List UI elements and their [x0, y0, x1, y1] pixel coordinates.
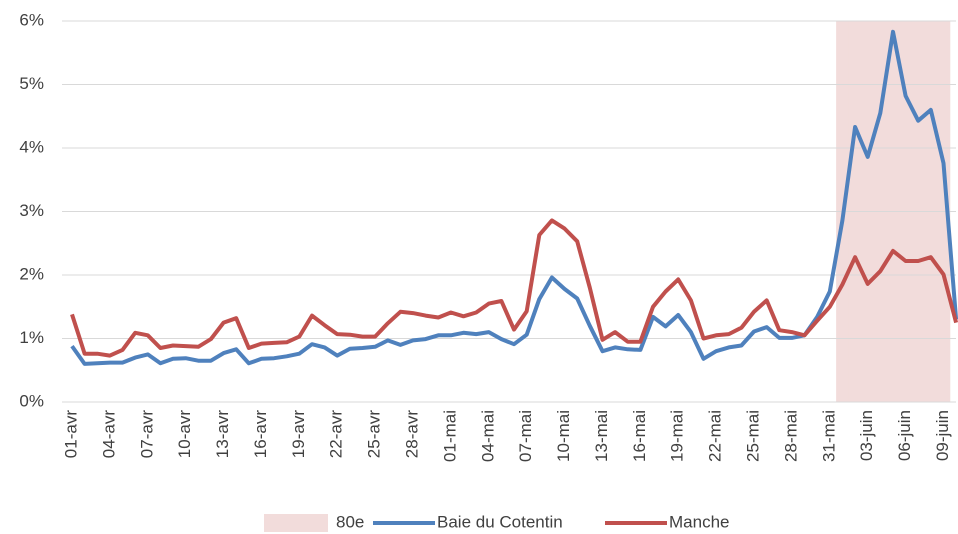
x-tick-label: 19-mai: [668, 410, 687, 462]
x-tick-label: 16-mai: [630, 410, 649, 462]
x-tick-label: 10-mai: [554, 410, 573, 462]
legend-swatch: [264, 514, 328, 532]
x-tick-label: 01-avr: [61, 410, 80, 459]
x-tick-label: 04-mai: [478, 410, 497, 462]
y-tick-label: 0%: [19, 391, 44, 410]
legend-label: Baie du Cotentin: [437, 512, 563, 531]
x-tick-label: 28-avr: [402, 410, 421, 459]
x-tick-label: 25-mai: [744, 410, 763, 462]
y-tick-label: 4%: [19, 137, 44, 156]
x-tick-label: 07-avr: [137, 410, 156, 459]
x-tick-label: 07-mai: [516, 410, 535, 462]
x-tick-label: 06-juin: [895, 410, 914, 461]
x-tick-label: 04-avr: [99, 410, 118, 459]
x-tick-label: 09-juin: [933, 410, 952, 461]
x-tick-label: 01-mai: [440, 410, 459, 462]
x-tick-label: 03-juin: [857, 410, 876, 461]
x-tick-label: 25-avr: [365, 410, 384, 459]
x-tick-label: 22-avr: [327, 410, 346, 459]
y-tick-label: 6%: [19, 10, 44, 29]
y-tick-label: 3%: [19, 201, 44, 220]
x-tick-label: 10-avr: [175, 410, 194, 459]
x-tick-label: 22-mai: [706, 410, 725, 462]
legend-label: Manche: [669, 512, 729, 531]
x-tick-label: 13-avr: [213, 410, 232, 459]
x-tick-label: 13-mai: [592, 410, 611, 462]
y-tick-label: 2%: [19, 264, 44, 283]
y-tick-label: 1%: [19, 328, 44, 347]
line-series: [70, 218, 958, 358]
x-tick-label: 28-mai: [781, 410, 800, 462]
x-tick-label: 31-mai: [819, 410, 838, 462]
legend-label: 80e: [336, 512, 364, 531]
y-tick-label: 5%: [19, 74, 44, 93]
x-tick-label: 16-avr: [251, 410, 270, 459]
x-tick-label: 19-avr: [289, 410, 308, 459]
